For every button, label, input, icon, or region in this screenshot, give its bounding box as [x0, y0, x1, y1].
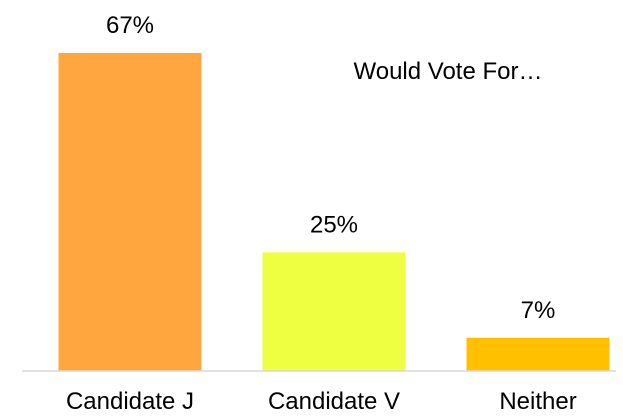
bar-candidate-j	[58, 53, 202, 371]
value-label: 67%	[106, 12, 154, 39]
category-label: Neither	[499, 388, 576, 415]
bar-candidate-v	[262, 252, 406, 371]
category-label: Candidate V	[268, 388, 400, 415]
bar-neither	[466, 337, 610, 371]
bars-group	[58, 53, 610, 371]
category-label: Candidate J	[66, 388, 194, 415]
chart-title: Would Vote For…	[354, 58, 543, 85]
value-labels-group: 67% 25% 7%	[106, 12, 555, 324]
value-label: 25%	[310, 211, 358, 238]
value-label: 7%	[521, 297, 556, 324]
category-labels-group: Candidate J Candidate V Neither	[66, 388, 577, 415]
